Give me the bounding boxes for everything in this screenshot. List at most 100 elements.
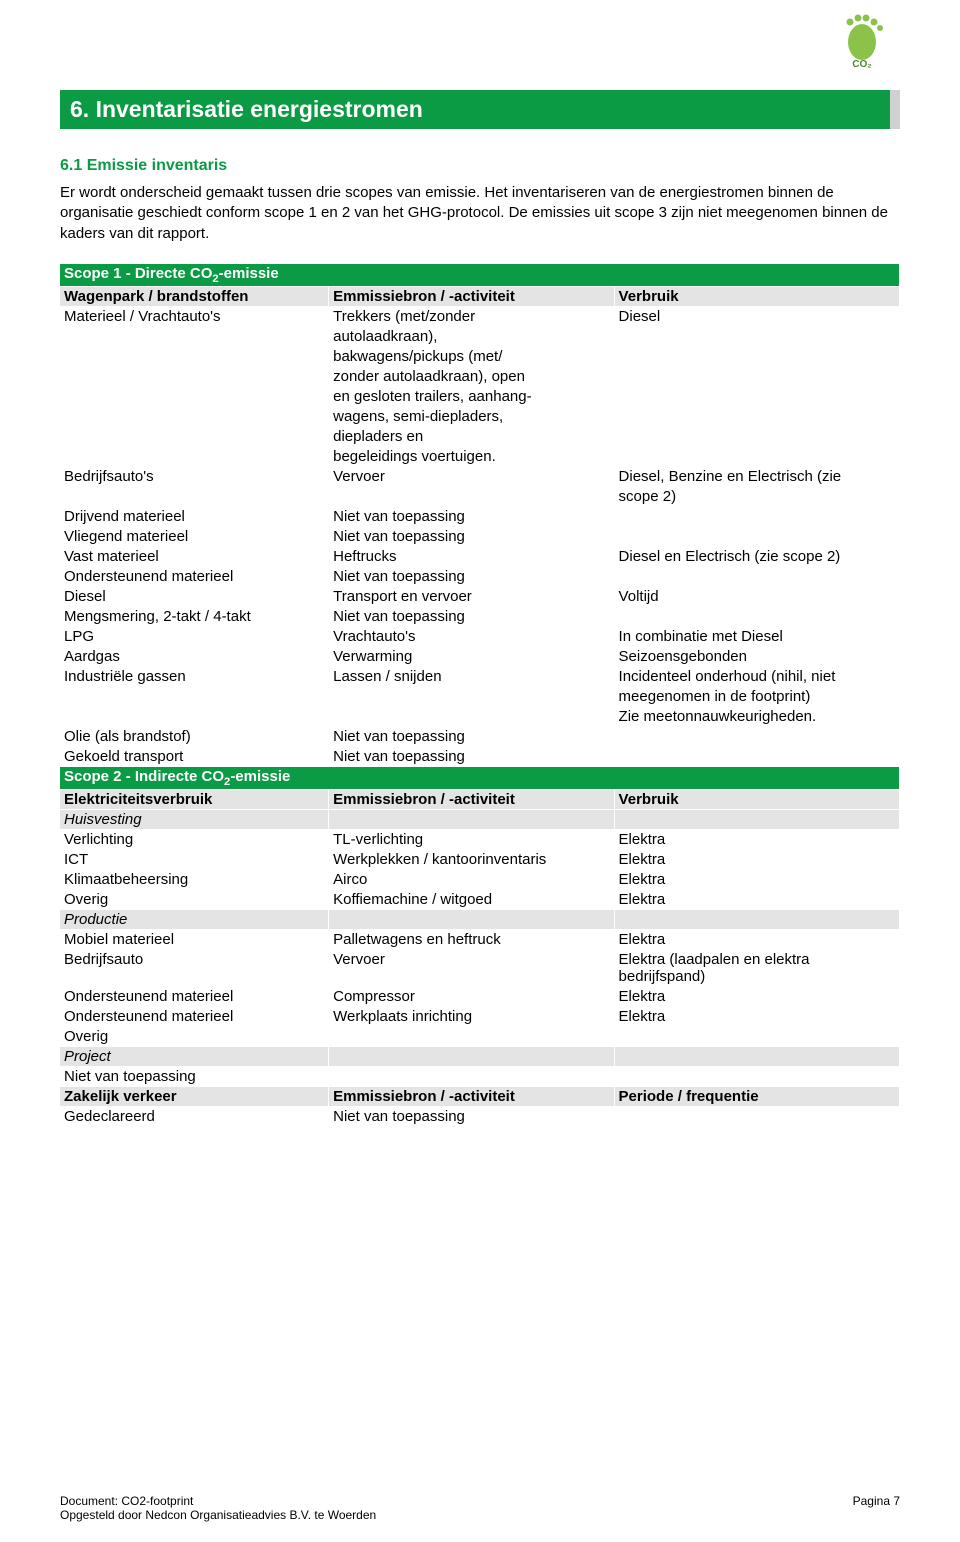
table-row: Overig	[60, 1026, 900, 1046]
table-cell: Klimaatbeheersing	[60, 869, 329, 889]
table-cell: Bedrijfsauto's	[60, 466, 329, 486]
table-row: OverigKoffiemachine / witgoedElektra	[60, 889, 900, 909]
table-cell	[614, 566, 899, 586]
table-cell	[60, 406, 329, 426]
table-cell: Verwarming	[329, 646, 614, 666]
table-cell	[614, 1126, 899, 1129]
table-cell: ICT	[60, 849, 329, 869]
table-row: diepladers en	[60, 426, 900, 446]
table-cell: Olie (als brandstof)	[60, 726, 329, 746]
table-cell	[614, 1046, 899, 1066]
table-cell: Incidenteel onderhoud (nihil, niet	[614, 666, 899, 686]
table-row: ICTWerkplekken / kantoorinventarisElektr…	[60, 849, 900, 869]
table-cell: Palletwagens en heftruck	[329, 929, 614, 949]
table-cell	[614, 1106, 899, 1126]
table-cell: Niet van toepassing	[329, 1106, 614, 1126]
table-cell: Materieel / Vrachtauto's	[60, 306, 329, 326]
table-row: Ondersteunend materieelWerkplaats inrich…	[60, 1006, 900, 1026]
table-cell: Trekkers (met/zonder	[329, 306, 614, 326]
co2-footprint-logo: CO₂	[834, 12, 890, 68]
table-cell: Project	[60, 1046, 329, 1066]
table-row: autolaadkraan),	[60, 326, 900, 346]
table-cell: Diesel en Electrisch (zie scope 2)	[614, 546, 899, 566]
table-cell: begeleidings voertuigen.	[329, 446, 614, 466]
table-cell	[60, 326, 329, 346]
table-row: Bedrijfsauto'sVervoerDiesel, Benzine en …	[60, 466, 900, 486]
table-cell	[329, 686, 614, 706]
table-row: Olie (als brandstof)Niet van toepassing	[60, 726, 900, 746]
table-row: VerlichtingTL-verlichtingElektra	[60, 829, 900, 849]
table-row: Gekoeld transportNiet van toepassing	[60, 746, 900, 766]
table-row: AardgasVerwarmingSeizoensgebonden	[60, 646, 900, 666]
table-cell: Diesel, Benzine en Electrisch (zie	[614, 466, 899, 486]
table-row: Mobiel materieelPalletwagens en heftruck…	[60, 929, 900, 949]
table-cell: Heftrucks	[329, 546, 614, 566]
table-cell	[614, 726, 899, 746]
scope-header-cell: Scope 1 - Directe CO2-emissie	[60, 264, 900, 287]
table-row: ElektriciteitsverbruikEmmissiebron / -ac…	[60, 789, 900, 809]
table-cell	[614, 1026, 899, 1046]
table-cell	[614, 446, 899, 466]
table-cell	[60, 486, 329, 506]
table-row: Mengsmering, 2-takt / 4-taktNiet van toe…	[60, 606, 900, 626]
table-cell: Aardgas	[60, 646, 329, 666]
scope-header-cell: Scope 2 - Indirecte CO2-emissie	[60, 766, 900, 789]
subheading: 6.1 Emissie inventaris	[60, 157, 900, 175]
table-cell: wagens, semi-diepladers,	[329, 406, 614, 426]
column-header-cell: Emmissiebron / -activiteit	[329, 1086, 614, 1106]
table-cell	[329, 909, 614, 929]
table-cell: Diesel	[60, 586, 329, 606]
table-cell	[60, 386, 329, 406]
table-cell	[614, 809, 899, 829]
table-row: Zakelijk verkeerEmmissiebron / -activite…	[60, 1086, 900, 1106]
table-cell: Vast materieel	[60, 546, 329, 566]
table-cell: Werkplaats inrichting	[329, 1006, 614, 1026]
table-cell: Zie meetonnauwkeurigheden.	[614, 706, 899, 726]
scope-header-row: Scope 1 - Directe CO2-emissie	[60, 264, 900, 287]
table-cell: Voltijd	[614, 586, 899, 606]
column-header-cell: Zakelijk verkeer	[60, 1086, 329, 1106]
page: CO₂ 6. Inventarisatie energiestromen 6.1…	[0, 0, 960, 1542]
column-header-cell: Periode / frequentie	[614, 1086, 899, 1106]
table-row: scope 2)	[60, 486, 900, 506]
column-header-cell: Wagenpark / brandstoffen	[60, 286, 329, 306]
table-cell	[329, 1066, 614, 1086]
table-row: GedeclareerdNiet van toepassing	[60, 1106, 900, 1126]
logo-text: CO₂	[834, 59, 890, 70]
table-row: Niet van toepassing	[60, 1066, 900, 1086]
table-cell: Elektra	[614, 849, 899, 869]
table-cell: Huisvesting	[60, 809, 329, 829]
section-header: 6. Inventarisatie energiestromen	[60, 90, 900, 129]
table-cell: Overig	[60, 889, 329, 909]
column-header-cell: Elektriciteitsverbruik	[60, 789, 329, 809]
table-row: zonder autolaadkraan), open	[60, 366, 900, 386]
table-row: KlimaatbeheersingAircoElektra	[60, 869, 900, 889]
table-cell: en gesloten trailers, aanhang-	[329, 386, 614, 406]
table-cell: Gedeclareerd	[60, 1106, 329, 1126]
table-cell: Elektra	[614, 1006, 899, 1026]
table-cell: Vliegend materieel	[60, 526, 329, 546]
table-cell: Verlichting	[60, 829, 329, 849]
table-cell: Elektra	[614, 986, 899, 1006]
table-cell: Elektra	[614, 929, 899, 949]
table-row: LPGVrachtauto'sIn combinatie met Diesel	[60, 626, 900, 646]
table-row: Project	[60, 1046, 900, 1066]
table-cell	[614, 746, 899, 766]
table-row: BedrijfsautoVervoerElektra (laadpalen en…	[60, 949, 900, 986]
table-cell	[329, 1046, 614, 1066]
emissions-table: Scope 1 - Directe CO2-emissieWagenpark /…	[60, 264, 900, 1130]
table-row: Drijvend materieelNiet van toepassing	[60, 506, 900, 526]
table-cell: TL-verlichting	[329, 829, 614, 849]
table-row	[60, 1126, 900, 1129]
table-cell: Elektra	[614, 829, 899, 849]
table-cell: Mobiel materieel	[60, 929, 329, 949]
table-row: Wagenpark / brandstoffenEmmissiebron / -…	[60, 286, 900, 306]
table-cell	[614, 406, 899, 426]
table-cell: Elektra	[614, 889, 899, 909]
column-header-cell: Emmissiebron / -activiteit	[329, 789, 614, 809]
table-cell	[614, 346, 899, 366]
table-cell: Airco	[329, 869, 614, 889]
table-cell: Seizoensgebonden	[614, 646, 899, 666]
column-header-cell: Verbruik	[614, 286, 899, 306]
table-cell	[614, 606, 899, 626]
